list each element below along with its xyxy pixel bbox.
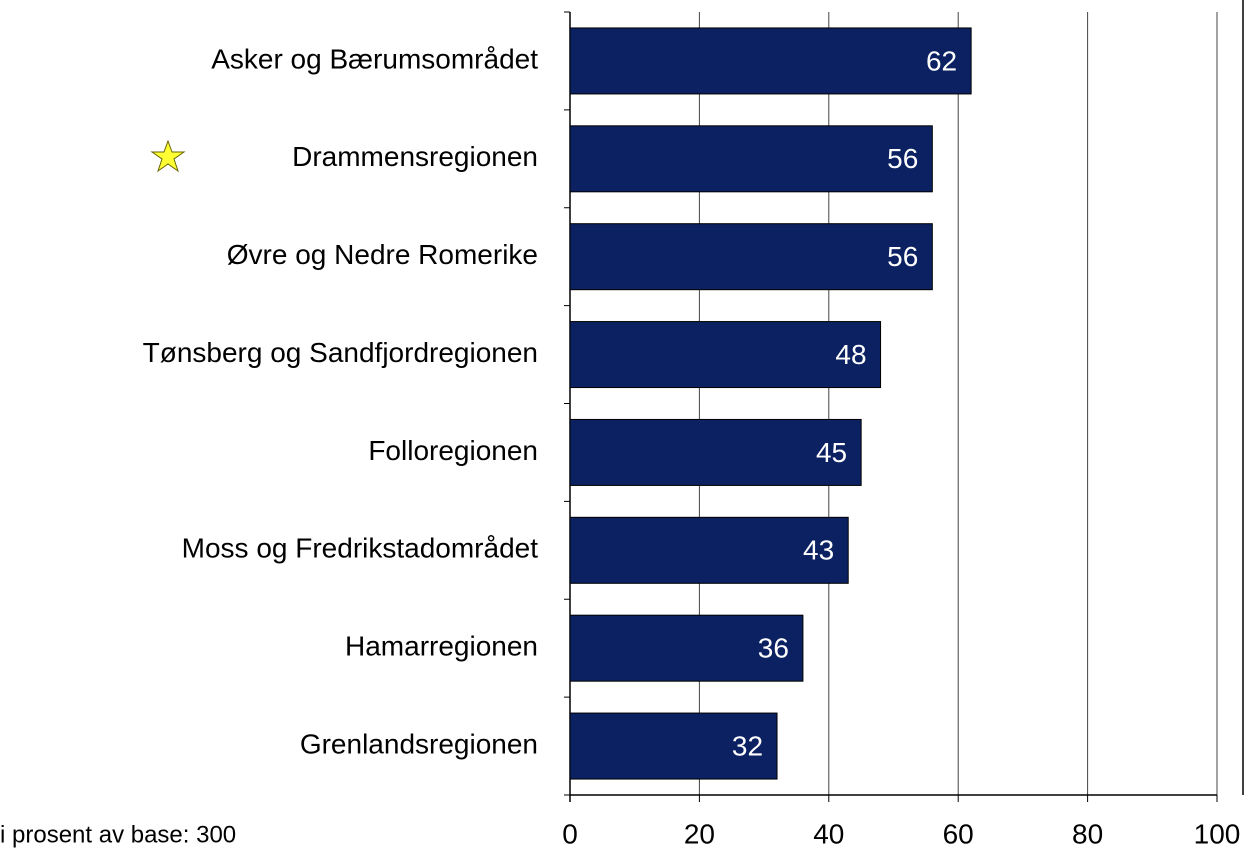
data-label: 56: [887, 143, 918, 174]
y-tick-label: Moss og Fredrikstadområdet: [182, 533, 539, 564]
x-tick-label: 40: [813, 818, 844, 848]
y-tick-label: Asker og Bærumsområdet: [211, 43, 538, 74]
x-tick-label: 0: [562, 818, 578, 848]
y-tick-label: Folloregionen: [368, 435, 538, 466]
x-tick-label: 20: [684, 818, 715, 848]
y-tick-label: Øvre og Nedre Romerike: [227, 239, 538, 270]
data-label: 62: [926, 45, 957, 76]
bar: [569, 223, 933, 291]
y-tick-label: Drammensregionen: [292, 141, 538, 172]
y-tick-label: Grenlandsregionen: [300, 728, 538, 759]
bar: [569, 516, 849, 584]
footnote: i prosent av base: 300: [0, 821, 236, 848]
data-label: 43: [803, 535, 834, 566]
star-icon: [150, 139, 186, 173]
bar: [569, 27, 972, 95]
x-tick-label: 60: [943, 818, 974, 848]
bar: [569, 614, 804, 682]
bar: [569, 418, 862, 486]
data-label: 45: [816, 437, 847, 468]
bar: [569, 321, 882, 389]
data-label: 32: [732, 730, 763, 761]
x-tick-label: 100: [1194, 818, 1241, 848]
data-label: 48: [835, 339, 866, 370]
y-tick-label: Hamarregionen: [345, 631, 538, 662]
x-tick-label: 80: [1072, 818, 1103, 848]
data-label: 56: [887, 241, 918, 272]
data-label: 36: [758, 633, 789, 664]
y-tick-label: Tønsberg og Sandfjordregionen: [143, 337, 538, 368]
bar: [569, 125, 933, 193]
bar: [569, 712, 778, 780]
